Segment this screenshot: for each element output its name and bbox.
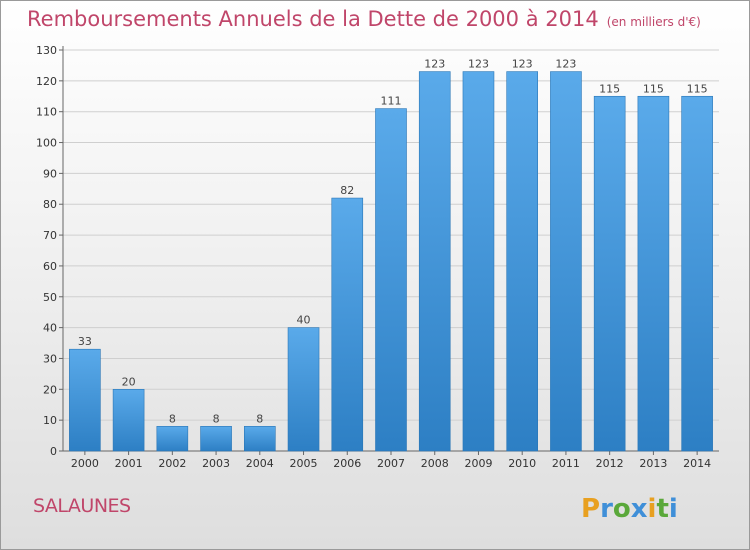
y-tick-label: 90 bbox=[43, 167, 57, 180]
bar-2006[interactable] bbox=[331, 197, 364, 452]
axes: 0 10 20 30 40 50 60 70 80 90 100 110 120 130 2000 2001 2… bbox=[36, 44, 719, 470]
y-tick-label: 60 bbox=[43, 260, 57, 273]
data-label: 115 bbox=[643, 82, 664, 95]
bar-2011[interactable] bbox=[550, 71, 582, 452]
data-label: 82 bbox=[340, 184, 354, 197]
data-label: 8 bbox=[213, 412, 220, 425]
y-tick-label: 70 bbox=[43, 229, 57, 242]
bar-2012[interactable] bbox=[593, 95, 626, 452]
y-tick-label: 20 bbox=[43, 383, 57, 396]
data-labels: 33 20 8 8 8 40 82 111 123 123 123 123 115 115 115 bbox=[78, 58, 708, 426]
chart-title-text: Remboursements Annuels de la Dette de 20… bbox=[27, 7, 599, 31]
x-tick-label: 2011 bbox=[552, 457, 580, 470]
x-tick-label: 2002 bbox=[158, 457, 186, 470]
bar-2004[interactable] bbox=[244, 426, 276, 452]
x-tick-label: 2010 bbox=[508, 457, 536, 470]
chart-title: Remboursements Annuels de la Dette de 20… bbox=[27, 7, 701, 31]
data-label: 33 bbox=[78, 335, 92, 348]
y-tick-label: 100 bbox=[36, 137, 57, 150]
y-tick-label: 110 bbox=[36, 106, 57, 119]
x-tick-label: 2009 bbox=[464, 457, 492, 470]
x-tick-label: 2007 bbox=[377, 457, 405, 470]
x-tick-label: 2014 bbox=[683, 457, 711, 470]
svg-text:Proxiti: Proxiti bbox=[581, 494, 678, 524]
data-label: 123 bbox=[555, 58, 576, 71]
data-label: 8 bbox=[169, 412, 176, 425]
bar-2010[interactable] bbox=[506, 71, 539, 452]
y-tick-label: 40 bbox=[43, 322, 57, 335]
data-label: 115 bbox=[599, 82, 620, 95]
data-label: 8 bbox=[256, 412, 263, 425]
x-tick-label: 2003 bbox=[202, 457, 230, 470]
data-label: 20 bbox=[122, 375, 136, 388]
bar-2002[interactable] bbox=[156, 426, 189, 452]
y-tick-label: 30 bbox=[43, 352, 57, 365]
x-tick-label: 2005 bbox=[290, 457, 318, 470]
bar-2001[interactable] bbox=[112, 389, 145, 452]
proxiti-logo[interactable]: Proxiti bbox=[579, 487, 697, 527]
x-tick-label: 2006 bbox=[333, 457, 361, 470]
bar-2013[interactable] bbox=[637, 95, 670, 452]
data-label: 40 bbox=[297, 314, 311, 327]
y-tick-label: 130 bbox=[36, 44, 57, 57]
bar-2005[interactable] bbox=[287, 327, 320, 452]
data-label: 111 bbox=[381, 95, 402, 108]
y-tick-label: 0 bbox=[50, 445, 57, 458]
data-label: 123 bbox=[512, 58, 533, 71]
data-label: 123 bbox=[468, 58, 489, 71]
bar-2009[interactable] bbox=[462, 71, 495, 452]
y-tick-label: 80 bbox=[43, 198, 57, 211]
bar-2000[interactable] bbox=[69, 348, 101, 452]
commune-name: SALAUNES bbox=[33, 495, 131, 517]
bar-2007[interactable] bbox=[375, 108, 407, 452]
x-tick-label: 2000 bbox=[71, 457, 99, 470]
x-tick-label: 2001 bbox=[115, 457, 143, 470]
bar-2003[interactable] bbox=[200, 426, 232, 452]
x-tick-label: 2004 bbox=[246, 457, 274, 470]
bars bbox=[69, 71, 713, 452]
y-tick-label: 10 bbox=[43, 414, 57, 427]
x-tick-label: 2008 bbox=[421, 457, 449, 470]
bar-2008[interactable] bbox=[418, 71, 451, 452]
data-label: 115 bbox=[687, 82, 708, 95]
bar-2014[interactable] bbox=[681, 95, 713, 452]
data-label: 123 bbox=[424, 58, 445, 71]
x-tick-label: 2013 bbox=[639, 457, 667, 470]
y-tick-label: 50 bbox=[43, 291, 57, 304]
y-tick-label: 120 bbox=[36, 75, 57, 88]
x-tick-label: 2012 bbox=[596, 457, 624, 470]
chart-unit: (en milliers d'€) bbox=[606, 15, 701, 29]
